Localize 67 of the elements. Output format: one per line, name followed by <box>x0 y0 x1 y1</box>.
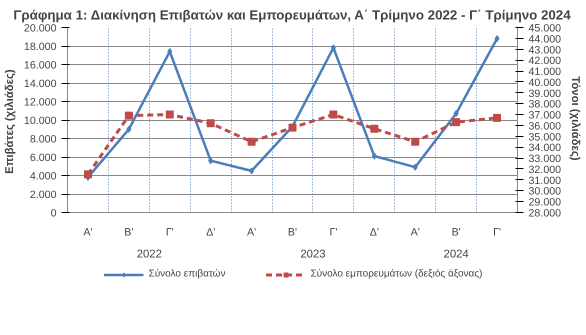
point <box>494 35 500 42</box>
point <box>249 167 254 174</box>
x-tick-label: Β' <box>452 226 461 238</box>
x-tick-label: Α' <box>83 226 93 238</box>
x-tick-label: Δ' <box>370 226 379 238</box>
y-tick-label: 4.000 <box>30 170 57 182</box>
y2-tick-label: 38.000 <box>528 98 562 111</box>
y-tick-label: 20.000 <box>24 22 57 34</box>
point <box>124 112 133 120</box>
legend-label: Σύνολο εμπορευμάτων (δεξιός άξονας) <box>310 268 482 280</box>
x-tick-label: Δ' <box>206 226 216 238</box>
x-tick-label: Γ' <box>493 226 501 238</box>
y2-tick-label: 29.000 <box>528 196 562 209</box>
legend-label: Σύνολο επιβατών <box>148 268 226 280</box>
y-tick-label: 12.000 <box>24 96 57 108</box>
y2-tick-label: 35.000 <box>528 131 562 144</box>
y-tick-label: 8.000 <box>30 134 57 146</box>
x-tick-label: Γ' <box>329 226 338 238</box>
y2-tick-label: 43.000 <box>528 44 562 56</box>
point <box>329 110 338 119</box>
point <box>166 110 174 119</box>
y2-tick-label: 45.000 <box>528 22 562 34</box>
point <box>167 48 172 56</box>
point <box>372 152 377 160</box>
text: 2022 <box>136 248 162 260</box>
x-tick-label: Β' <box>288 226 298 238</box>
y2-tick-label: 39.000 <box>528 88 562 100</box>
y2-tick-label: 36.000 <box>528 120 562 132</box>
text: 2023 <box>300 248 326 260</box>
y-tick-label: 6.000 <box>30 152 57 164</box>
point <box>493 114 502 122</box>
point <box>126 126 132 133</box>
point <box>84 170 92 178</box>
point <box>330 44 336 52</box>
point <box>454 110 459 118</box>
point <box>208 157 214 164</box>
point <box>411 138 420 146</box>
point <box>370 124 378 133</box>
text: 2024 <box>444 248 469 260</box>
y2-tick-label: 28.000 <box>528 208 562 220</box>
chart-title: Γράφημα 1: Διακίνηση Επιβατών και Εμπορευμάτων, Α΄ Τρίμηνο 2022 - Γ΄ Τρίμηνο 2024 <box>13 8 572 22</box>
y2-tick-label: 37.000 <box>528 110 562 122</box>
y-axis-title: Επιβάτες (χιλιάδες) <box>4 69 16 174</box>
x-tick-label: Β' <box>124 226 134 238</box>
y-tick-label: 14.000 <box>24 78 57 90</box>
point <box>452 118 460 126</box>
y2-tick-label: 41.000 <box>528 66 562 78</box>
point <box>248 138 256 146</box>
y-tick-label: 18.000 <box>24 41 57 53</box>
point <box>206 119 215 128</box>
x-tick-label: Α' <box>410 226 420 238</box>
x-tick-label: Α' <box>247 226 256 238</box>
y2-axis-title: Τόνοι (χιλιάδες) <box>569 76 582 161</box>
y-tick-label: 16.000 <box>24 60 57 72</box>
y-tick-label: 2.000 <box>30 189 57 201</box>
y-tick-label: 0 <box>50 208 57 220</box>
y2-tick-label: 40.000 <box>528 76 562 89</box>
y2-tick-label: 44.000 <box>528 33 562 46</box>
y2-tick-label: 42.000 <box>528 55 562 68</box>
y2-tick-label: 30.000 <box>528 186 562 198</box>
point <box>412 164 418 171</box>
y-tick-label: 10.000 <box>24 115 57 127</box>
y2-tick-label: 31.000 <box>528 174 562 187</box>
y2-tick-label: 32.000 <box>528 164 562 176</box>
x-tick-label: Γ' <box>166 226 174 238</box>
y2-tick-label: 34.000 <box>528 142 562 154</box>
y2-tick-label: 33.000 <box>528 153 562 166</box>
